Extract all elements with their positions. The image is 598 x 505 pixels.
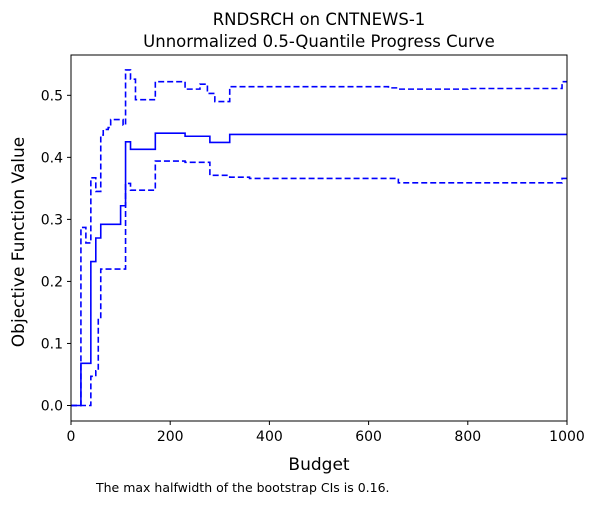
y-tick-label: 0.1 xyxy=(41,336,63,352)
median-progress-line xyxy=(71,132,567,407)
x-axis-ticks: 0 200 400 600 800 1000 xyxy=(67,421,585,445)
x-tick-label: 600 xyxy=(355,429,382,445)
series-layer xyxy=(71,69,567,407)
plot-frame xyxy=(70,54,568,422)
x-axis-label: Budget xyxy=(288,455,349,475)
y-axis-ticks: 0.0 0.1 0.2 0.3 0.4 0.5 xyxy=(41,88,71,414)
x-tick-label: 400 xyxy=(256,429,283,445)
x-tick-label: 1000 xyxy=(549,429,585,445)
x-tick-label: 0 xyxy=(67,429,76,445)
x-tick-label: 800 xyxy=(454,429,481,445)
x-tick-label: 200 xyxy=(157,429,184,445)
y-tick-label: 0.0 xyxy=(41,398,63,414)
y-axis-label: Objective Function Value xyxy=(9,137,29,347)
y-tick-label: 0.2 xyxy=(41,274,63,290)
chart-subtitle: Unnormalized 0.5-Quantile Progress Curve xyxy=(143,32,495,51)
y-tick-label: 0.4 xyxy=(41,150,63,166)
chart-title: RNDSRCH on CNTNEWS-1 xyxy=(213,10,426,29)
y-tick-label: 0.5 xyxy=(41,88,63,104)
ci-bound-line-1 xyxy=(71,69,567,407)
y-tick-label: 0.3 xyxy=(41,212,63,228)
footnote: The max halfwidth of the bootstrap CIs i… xyxy=(95,480,390,495)
ci-bound-line-2 xyxy=(71,160,567,407)
